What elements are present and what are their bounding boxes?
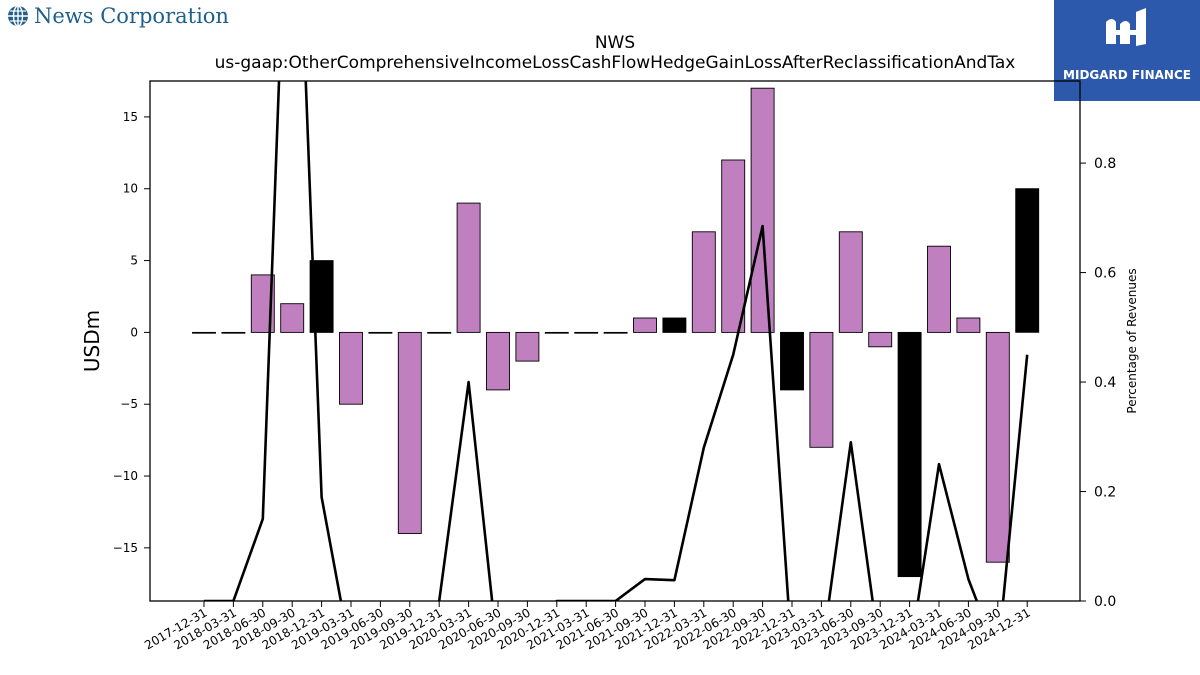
bar-2022-03-31 [691,231,716,333]
midgard-badge: MIDGARD FINANCE [1054,0,1200,101]
chart-subtitle: us-gaap:OtherComprehensiveIncomeLossCash… [215,53,1016,73]
y2-tick-label: 0.4 [1094,375,1116,391]
bar-2022-06-30 [721,159,746,333]
badge-name: MIDGARD FINANCE [1063,68,1191,82]
bar-2023-12-31 [897,331,922,578]
bar-2018-09-30 [280,303,305,333]
y2-axis-label: Percentage of Revenues [1125,268,1139,413]
company-brand: News Corporation [6,4,229,28]
bar-2018-06-30 [250,274,275,333]
y-tick-label: −5 [120,397,138,411]
bar-2022-12-31 [780,331,804,391]
bar-2019-06-30 [368,331,393,334]
y-axis-label: USDm [80,310,104,372]
y-tick-label: −10 [113,469,138,483]
y-tick-label: −15 [113,541,138,555]
bar-2017-12-31 [192,331,216,334]
bar-2022-09-30 [750,87,775,333]
bar-2020-06-30 [486,331,510,391]
bar-2023-03-31 [809,331,834,448]
bar-2019-12-31 [427,331,452,334]
y2-tick-label: 0.0 [1094,594,1116,610]
bar-2024-09-30 [985,331,1010,563]
bar-2019-09-30 [397,331,422,534]
y2-tick-label: 0.2 [1094,485,1116,501]
bar-2020-12-31 [544,331,569,334]
bars-layer [192,87,1040,578]
chart-title: NWS [595,33,635,53]
plot-frame [149,80,1081,602]
bar-2023-06-30 [838,231,863,333]
bar-2023-09-30 [868,331,893,348]
y2-tick-label: 0.8 [1094,156,1116,172]
bar-2024-12-31 [1015,188,1040,333]
globe-icon [8,5,28,27]
bar-2021-09-30 [633,317,657,333]
bar-2021-12-31 [662,317,687,333]
y2-tick-label: 0.6 [1094,266,1116,282]
bar-2019-03-31 [339,331,363,405]
bar-2021-03-31 [574,331,599,334]
y-tick-label: 10 [123,182,138,196]
y-tick-label: 15 [123,110,138,124]
bar-2024-06-30 [956,317,981,333]
bar-2020-09-30 [515,331,540,362]
bar-2021-06-30 [603,331,628,334]
bar-2020-03-31 [456,202,481,333]
midgard-logo-icon [1106,8,1146,46]
bar-2024-03-31 [927,245,951,333]
bar-2018-03-31 [221,331,246,334]
y-tick-label: 5 [130,254,138,268]
y-tick-label: 0 [130,325,138,339]
company-name: News Corporation [34,4,229,28]
